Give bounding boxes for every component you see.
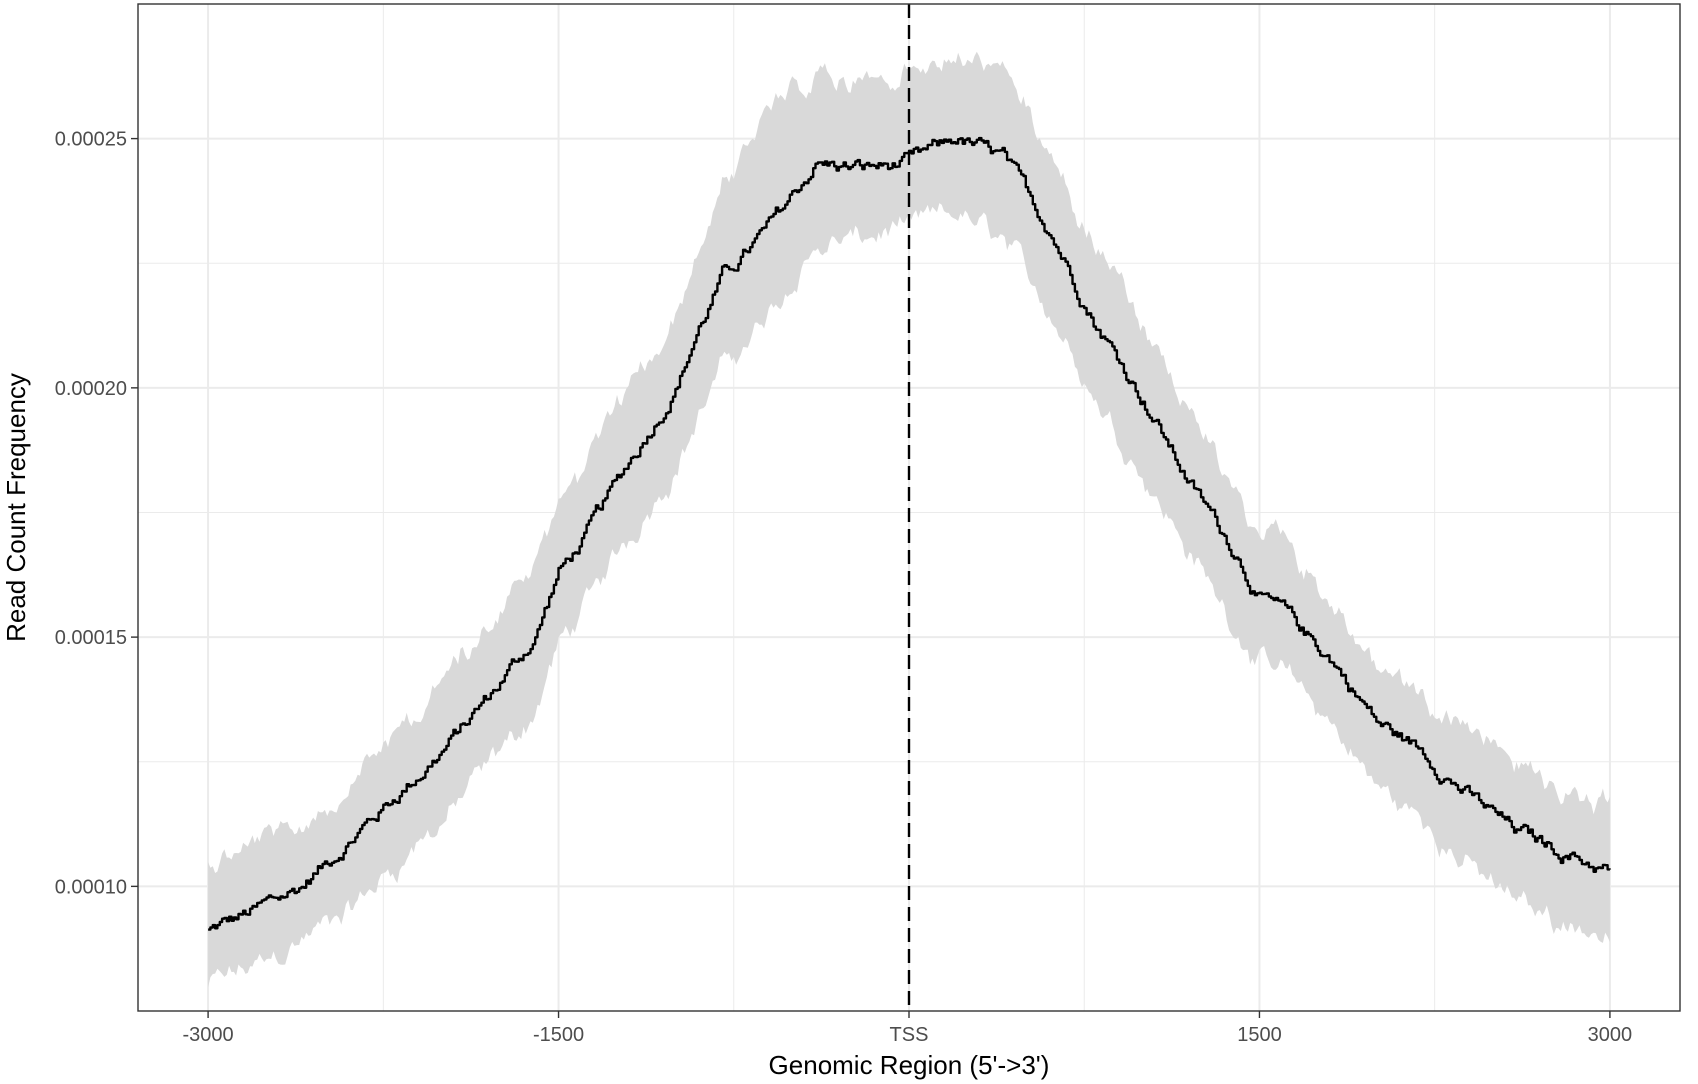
confidence-ribbon-layer <box>208 51 1610 988</box>
x-tick-label: 3000 <box>1588 1024 1633 1046</box>
x-tick-label: TSS <box>890 1024 929 1046</box>
y-axis-title: Read Count Frequency <box>1 373 31 642</box>
y-tick-label: 0.00010 <box>55 876 127 898</box>
y-tick-label: 0.00020 <box>55 378 127 400</box>
confidence-ribbon <box>208 51 1610 988</box>
y-tick-label: 0.00015 <box>55 627 127 649</box>
y-tick-label: 0.00025 <box>55 129 127 151</box>
axis-layer: -3000 -1500 TSS 1500 3000 0.00010 0.00015 0.000… <box>55 129 1632 1046</box>
x-axis-title: Genomic Region (5'->3') <box>769 1050 1050 1080</box>
x-tick-label: -3000 <box>183 1024 234 1046</box>
x-tick-label: 1500 <box>1237 1024 1282 1046</box>
x-tick-label: -1500 <box>533 1024 584 1046</box>
